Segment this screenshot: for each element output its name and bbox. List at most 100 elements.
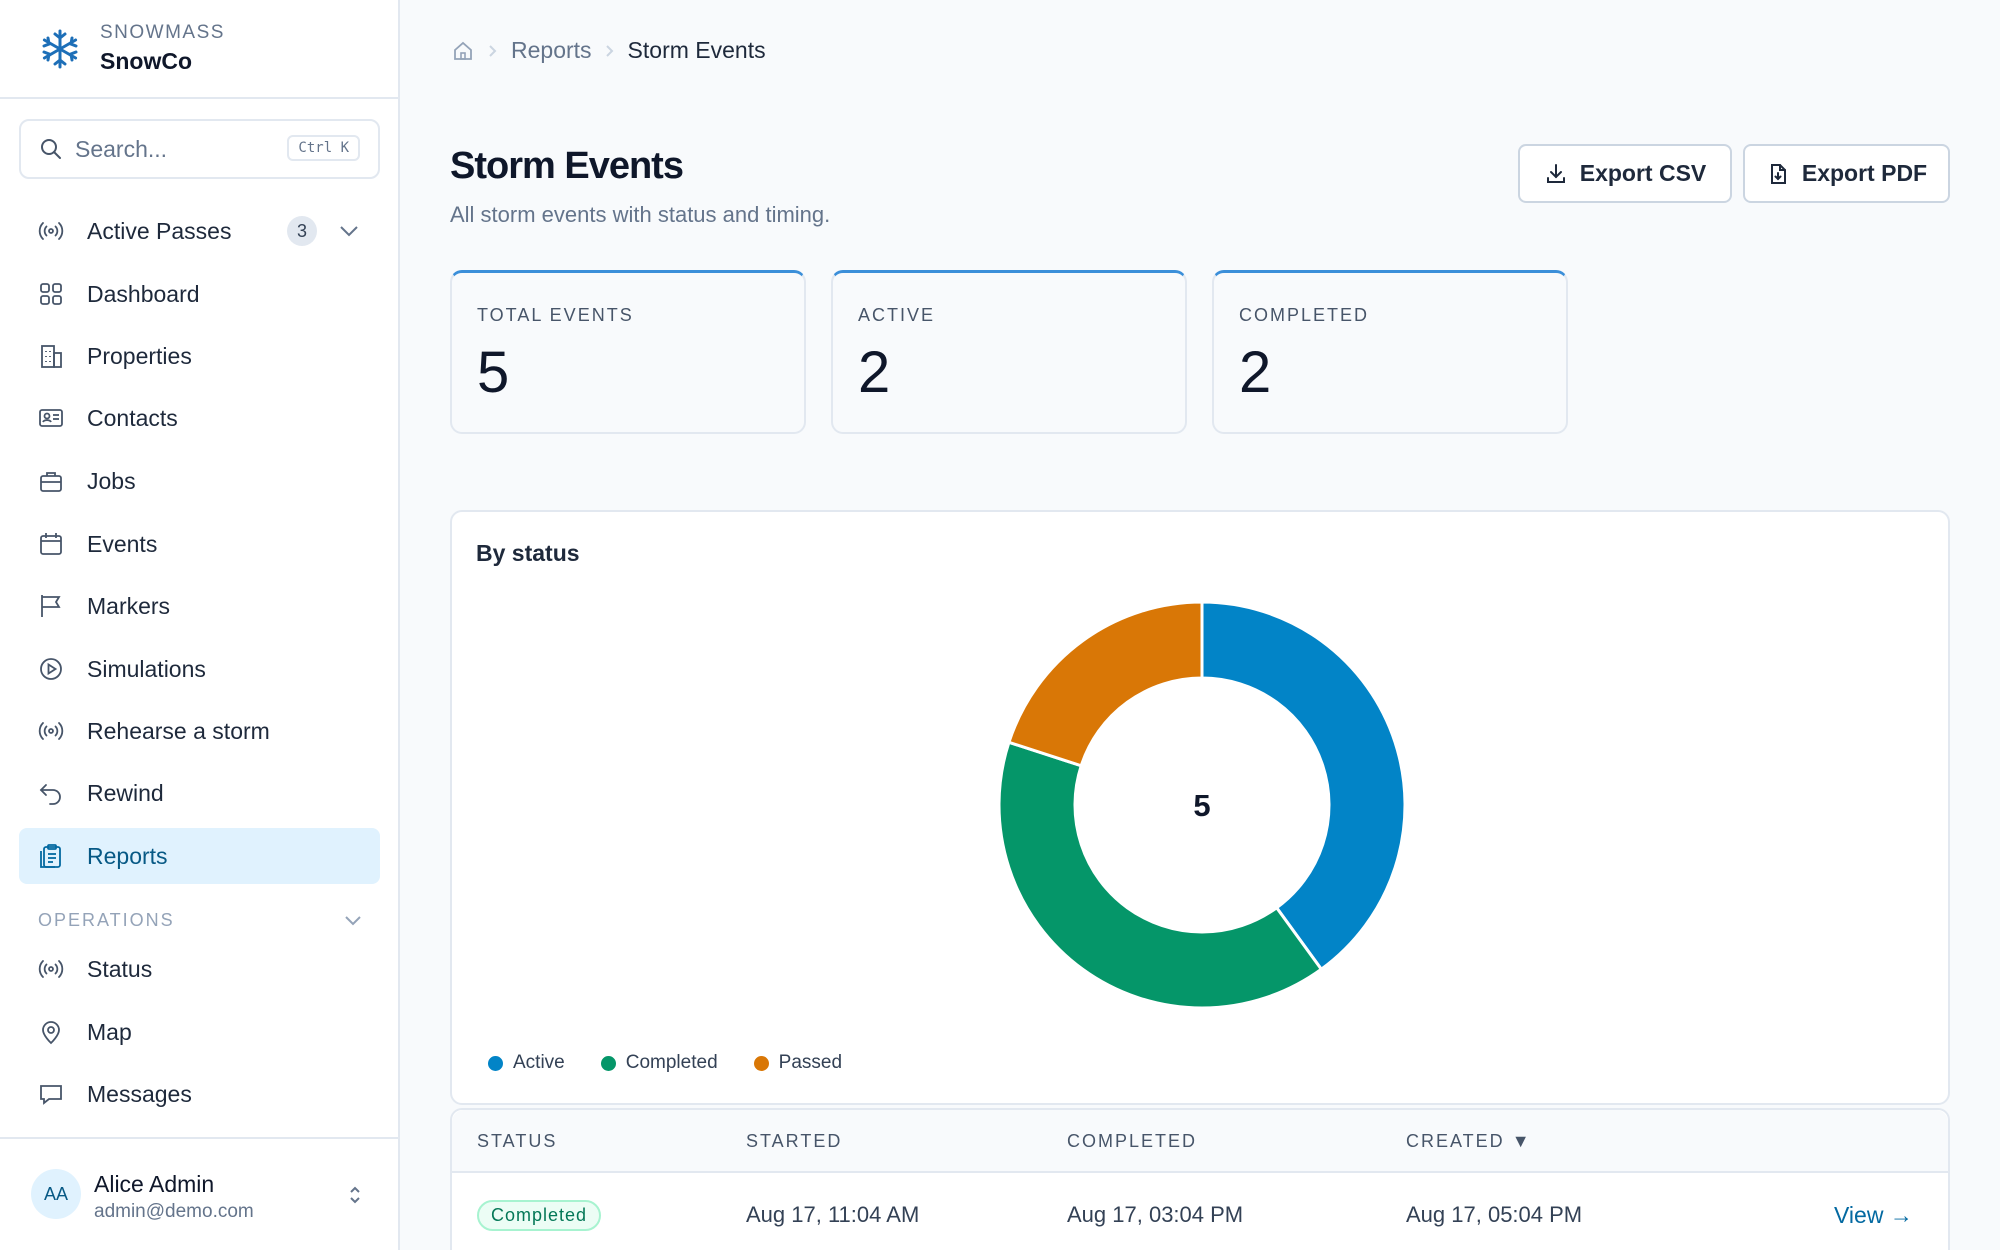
search-box[interactable]: Ctrl K [19,119,380,179]
sidebar-item-label: Status [87,955,153,982]
chart-legend: Active Completed Passed [488,1052,878,1074]
stat-card-total-events: TOTAL EVENTS 5 [450,270,806,434]
stat-label: TOTAL EVENTS [477,305,634,325]
stat-card-completed: COMPLETED 2 [1212,270,1568,434]
sort-desc-icon: ▼ [1511,1131,1532,1151]
sidebar-item-rehearse-storm[interactable]: Rehearse a storm [19,703,380,759]
chart-title: By status [476,540,580,566]
avatar: AA [31,1169,81,1219]
home-icon[interactable] [451,39,475,63]
page-title: Storm Events [450,145,684,187]
user-menu[interactable]: AA Alice Admin admin@demo.com [0,1137,398,1250]
sidebar-item-label: Dashboard [87,280,200,307]
brand-org: SNOWMASS [100,22,225,43]
events-table: STATUS STARTED COMPLETED CREATED ▼ Compl… [450,1108,1950,1250]
donut-chart: 5 [997,600,1407,1010]
calendar-icon [37,530,65,558]
building-icon [37,342,65,370]
legend-label: Passed [778,1052,843,1073]
sidebar-item-label: Jobs [87,467,136,494]
breadcrumb-reports[interactable]: Reports [511,37,592,63]
cell-created: Aug 17, 05:04 PM [1406,1202,1583,1227]
sidebar-item-rewind[interactable]: Rewind [19,765,380,821]
sidebar-item-dashboard[interactable]: Dashboard [19,266,380,322]
sidebar-item-properties[interactable]: Properties [19,328,380,384]
page-subtitle: All storm events with status and timing. [450,202,831,227]
column-header-status[interactable]: STATUS [477,1131,558,1151]
sidebar-item-map[interactable]: Map [19,1004,380,1060]
operations-section-header[interactable]: OPERATIONS [38,910,363,931]
sidebar-item-jobs[interactable]: Jobs [19,453,380,509]
sidebar-item-contacts[interactable]: Contacts [19,390,380,446]
column-header-started[interactable]: STARTED [746,1131,843,1151]
slice-active[interactable] [1200,600,1407,972]
chevron-up-down-icon[interactable] [346,1183,364,1207]
donut-center-total: 5 [1193,788,1210,823]
sidebar-item-label: Properties [87,342,192,369]
search-shortcut: Ctrl K [287,135,360,161]
sidebar-item-label: Rehearse a storm [87,717,270,744]
sidebar: SNOWMASS SnowCo Ctrl K Active Passes 3 D… [0,0,400,1250]
user-email: admin@demo.com [94,1201,254,1222]
sidebar-item-label: Events [87,530,158,557]
stat-card-active: ACTIVE 2 [831,270,1187,434]
chat-icon [37,1080,65,1108]
sidebar-item-messages[interactable]: Messages [19,1066,380,1122]
chevron-down-icon[interactable] [338,221,360,241]
table-header: STATUS STARTED COMPLETED CREATED ▼ [452,1110,1948,1173]
sidebar-item-label: Contacts [87,404,178,431]
cell-completed: Aug 17, 03:04 PM [1067,1202,1244,1227]
sidebar-item-markers[interactable]: Markers [19,578,380,634]
download-icon [1546,163,1565,183]
search-icon [41,139,61,159]
chevron-down-icon[interactable] [343,912,363,930]
flag-icon [37,592,65,620]
chevron-right-icon [489,44,497,57]
sidebar-item-reports[interactable]: Reports [19,828,380,884]
sidebar-item-status[interactable]: Status [19,941,380,997]
undo-icon [37,779,65,807]
column-header-completed[interactable]: COMPLETED [1067,1131,1198,1151]
slice-passed[interactable] [1007,600,1204,768]
sidebar-item-label: Simulations [87,655,206,682]
stat-label: ACTIVE [858,305,936,325]
breadcrumb: Reports Storm Events [451,37,766,64]
sidebar-item-label: Markers [87,592,171,619]
sidebar-item-simulations[interactable]: Simulations [19,641,380,697]
sidebar-item-events[interactable]: Events [19,516,380,572]
search-input[interactable] [75,135,275,163]
brand-name: SnowCo [100,48,192,74]
briefcase-icon [37,467,65,495]
export-pdf-button[interactable]: Export PDF [1743,144,1950,203]
stat-value: 2 [1239,340,1272,405]
legend-dot [753,1055,769,1071]
legend-item-completed[interactable]: Completed [600,1052,718,1074]
status-badge: Completed [477,1200,602,1231]
user-name: Alice Admin [94,1171,215,1197]
column-header-created[interactable]: CREATED ▼ [1406,1131,1532,1152]
legend-dot [600,1055,616,1071]
export-csv-label: Export CSV [1579,160,1707,186]
broadcast-icon [37,955,65,983]
sidebar-item-label: Rewind [87,779,164,806]
view-link[interactable]: View → [1834,1202,1913,1228]
sidebar-item-label: Reports [87,842,168,869]
sidebar-item-label: Active Passes [87,217,232,244]
map-pin-icon [37,1018,65,1046]
section-label: OPERATIONS [38,910,175,930]
brand[interactable]: SNOWMASS SnowCo [0,0,398,99]
sidebar-item-active-passes[interactable]: Active Passes 3 [19,203,380,259]
export-pdf-label: Export PDF [1801,160,1928,186]
file-download-icon [1770,163,1786,184]
stat-label: COMPLETED [1239,305,1370,325]
stat-value: 5 [477,340,510,405]
legend-item-passed[interactable]: Passed [753,1052,843,1074]
legend-item-active[interactable]: Active [488,1052,565,1074]
chevron-right-icon [605,44,613,57]
broadcast-icon [37,217,65,245]
export-csv-button[interactable]: Export CSV [1518,144,1732,203]
legend-label: Active [513,1052,565,1073]
legend-label: Completed [625,1052,718,1073]
active-passes-count-badge: 3 [287,216,317,246]
slice-completed[interactable] [997,740,1324,1010]
